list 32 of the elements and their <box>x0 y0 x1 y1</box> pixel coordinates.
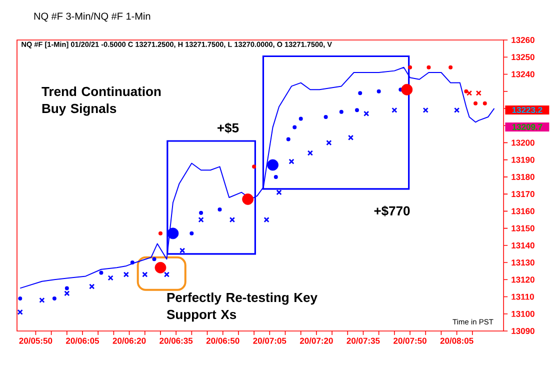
text: 13209.7 <box>512 124 542 130</box>
y-tick-label: 13200 <box>512 140 534 146</box>
annotation: +$770 <box>374 206 410 216</box>
text: 13223.2 <box>512 106 542 114</box>
x-tick-label: 20/07:05 <box>253 338 286 344</box>
annotation: Trend Continuation Buy Signals <box>42 86 161 116</box>
x-tick-label: 20/07:35 <box>346 338 380 344</box>
y-tick-label: 13170 <box>512 191 534 198</box>
x-tick-label: 20/07:20 <box>300 338 333 344</box>
y-tick-label: 13160 <box>512 208 534 214</box>
x-tick-label: 20/06:50 <box>206 338 240 344</box>
y-tick-label: 13130 <box>512 260 534 266</box>
annotation: +$5 <box>218 122 239 134</box>
x-tick-label: 20/05:50 <box>19 338 52 344</box>
y-tick-label: 13260 <box>512 36 534 44</box>
x-tick-label: 20/06:35 <box>160 338 193 344</box>
x-tick-label: 20/06:20 <box>112 338 146 344</box>
y-tick-label: 13120 <box>512 276 534 283</box>
y-tick-label: 13110 <box>512 294 534 300</box>
x-tick-label: 20/07:50 <box>394 338 426 344</box>
y-tick-label: 13190 <box>512 156 534 163</box>
y-tick-label: 13250 <box>512 54 534 60</box>
y-tick-label: 13140 <box>512 242 534 248</box>
y-tick-label: 13090 <box>512 328 534 334</box>
annotation: Perfectly Re-testing Key Support Xs <box>166 292 318 322</box>
y-tick-label: 13100 <box>512 310 534 317</box>
chart-title: NQ #F 3-Min/NQ #F 1-Min <box>34 12 150 22</box>
y-tick-label: 13240 <box>512 71 534 78</box>
x-tick-label: 20/08:05 <box>440 338 474 344</box>
y-tick-label: 13150 <box>512 225 534 232</box>
x-tick-label: 20/06:05 <box>66 338 100 344</box>
y-tick-label: 13180 <box>512 174 534 180</box>
